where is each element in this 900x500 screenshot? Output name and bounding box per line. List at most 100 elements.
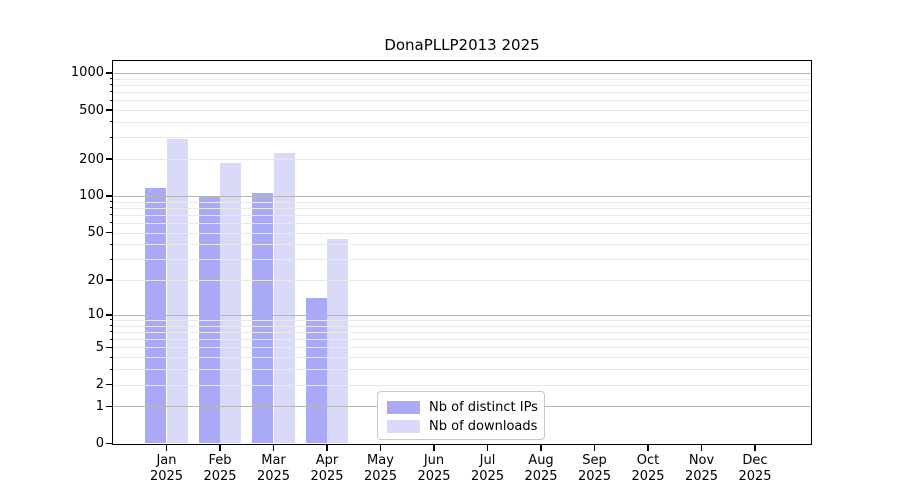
y-minor-tick bbox=[109, 368, 113, 370]
x-tick-label-dec: Dec 2025 bbox=[713, 453, 797, 486]
minor-gridline bbox=[113, 137, 811, 139]
minor-gridline bbox=[113, 84, 811, 86]
x-tick-label-oct: Oct 2025 bbox=[606, 453, 690, 486]
minor-gridline bbox=[113, 201, 811, 203]
x-tick-label-jun: Jun 2025 bbox=[392, 453, 476, 486]
minor-gridline bbox=[113, 207, 811, 209]
y-tick bbox=[106, 158, 113, 160]
y-minor-tick bbox=[109, 222, 113, 224]
y-tick bbox=[106, 279, 113, 281]
x-tick-month: Oct bbox=[636, 452, 660, 468]
x-tick-label-may: May 2025 bbox=[339, 453, 423, 486]
minor-gridline bbox=[113, 384, 811, 386]
minor-gridline bbox=[113, 159, 811, 160]
x-tick bbox=[272, 443, 275, 451]
x-tick-month: Nov bbox=[688, 452, 715, 468]
x-tick bbox=[326, 443, 328, 451]
y-tick bbox=[106, 383, 113, 386]
x-tick-month: Apr bbox=[315, 452, 339, 468]
x-tick-label-apr: Apr 2025 bbox=[285, 453, 369, 486]
y-minor-tick bbox=[109, 331, 113, 333]
y-minor-tick bbox=[109, 207, 113, 209]
x-tick-year: 2025 bbox=[256, 469, 291, 484]
major-gridline bbox=[113, 314, 811, 316]
x-tick-month: Jan bbox=[156, 452, 177, 468]
legend-swatch-distinct-ips bbox=[387, 401, 420, 414]
legend-label-distinct-ips: Nb of distinct IPs bbox=[429, 400, 538, 415]
y-minor-tick bbox=[109, 356, 113, 358]
bar-downloads-apr bbox=[327, 239, 349, 444]
x-tick bbox=[540, 443, 542, 451]
y-tick bbox=[106, 231, 113, 234]
x-tick-label-jan: Jan 2025 bbox=[125, 453, 209, 486]
x-tick bbox=[486, 443, 489, 451]
x-tick-year: 2025 bbox=[631, 469, 665, 484]
x-tick bbox=[593, 443, 596, 451]
y-minor-tick bbox=[109, 201, 113, 203]
y-tick-label: 1000 bbox=[70, 65, 104, 81]
minor-gridline bbox=[113, 110, 811, 112]
major-gridline bbox=[113, 195, 811, 197]
x-tick-year: 2025 bbox=[470, 469, 505, 484]
x-tick-year: 2025 bbox=[524, 469, 558, 484]
y-tick-label: 2 bbox=[95, 377, 104, 393]
minor-gridline bbox=[113, 222, 811, 224]
y-minor-tick bbox=[109, 325, 113, 327]
x-tick-year: 2025 bbox=[149, 469, 184, 484]
minor-gridline bbox=[113, 347, 811, 349]
y-minor-tick bbox=[109, 84, 113, 86]
x-tick-year: 2025 bbox=[738, 469, 772, 484]
y-tick bbox=[106, 405, 113, 407]
bar-downloads-feb bbox=[220, 163, 242, 444]
x-tick bbox=[165, 443, 168, 451]
minor-gridline bbox=[113, 369, 811, 371]
x-tick-label-aug: Aug 2025 bbox=[499, 453, 583, 486]
x-tick-month: May bbox=[367, 452, 394, 468]
x-tick-label-nov: Nov 2025 bbox=[660, 453, 744, 486]
y-minor-tick bbox=[109, 78, 113, 80]
x-tick-month: Feb bbox=[208, 452, 232, 468]
minor-gridline bbox=[113, 339, 811, 341]
plot-area: 1000 500 200 100 50 20 10 5 2 1 0 Jan 2025 Feb 2025 Mar… bbox=[71, 59, 812, 484]
minor-gridline bbox=[113, 280, 811, 282]
y-tick-label: 200 bbox=[79, 151, 104, 167]
y-minor-tick bbox=[109, 121, 113, 123]
y-tick bbox=[106, 314, 113, 316]
bar-distinct-ips-jan bbox=[145, 188, 167, 444]
bar-downloads-mar bbox=[273, 152, 295, 444]
y-tick-label: 20 bbox=[87, 272, 104, 288]
minor-gridline bbox=[113, 259, 811, 261]
x-tick bbox=[647, 443, 649, 451]
y-tick bbox=[106, 442, 113, 445]
x-tick-year: 2025 bbox=[363, 469, 398, 484]
y-minor-tick bbox=[109, 258, 113, 260]
x-tick-month: Jun bbox=[423, 452, 445, 468]
minor-gridline bbox=[113, 78, 811, 80]
y-tick-label: 0 bbox=[95, 436, 104, 451]
x-tick-year: 2025 bbox=[684, 469, 719, 484]
legend: Nb of distinct IPs Nb of downloads bbox=[377, 391, 545, 440]
y-minor-tick bbox=[109, 91, 113, 93]
minor-gridline bbox=[113, 319, 811, 321]
minor-gridline bbox=[113, 244, 811, 246]
y-tick-label: 50 bbox=[87, 225, 104, 241]
chart-title: DonaPLLP2013 2025 bbox=[384, 36, 540, 54]
y-tick bbox=[106, 346, 113, 349]
legend-item-downloads: Nb of downloads bbox=[387, 417, 544, 436]
y-minor-tick bbox=[109, 136, 113, 138]
x-tick-month: Sep bbox=[582, 452, 607, 468]
y-tick-label: 1 bbox=[95, 398, 104, 414]
bar-distinct-ips-feb bbox=[198, 195, 220, 444]
y-minor-tick bbox=[109, 338, 113, 340]
major-gridline bbox=[113, 72, 811, 74]
x-tick-label-jul: Jul 2025 bbox=[446, 453, 530, 486]
x-tick-month: Dec bbox=[742, 452, 768, 468]
x-tick-label-sep: Sep 2025 bbox=[553, 453, 637, 486]
bar-distinct-ips-mar bbox=[252, 193, 274, 444]
legend-label-downloads: Nb of downloads bbox=[429, 419, 538, 434]
x-tick bbox=[754, 443, 756, 451]
minor-gridline bbox=[113, 214, 811, 216]
x-tick-label-feb: Feb 2025 bbox=[178, 453, 262, 486]
x-tick-year: 2025 bbox=[577, 469, 612, 484]
